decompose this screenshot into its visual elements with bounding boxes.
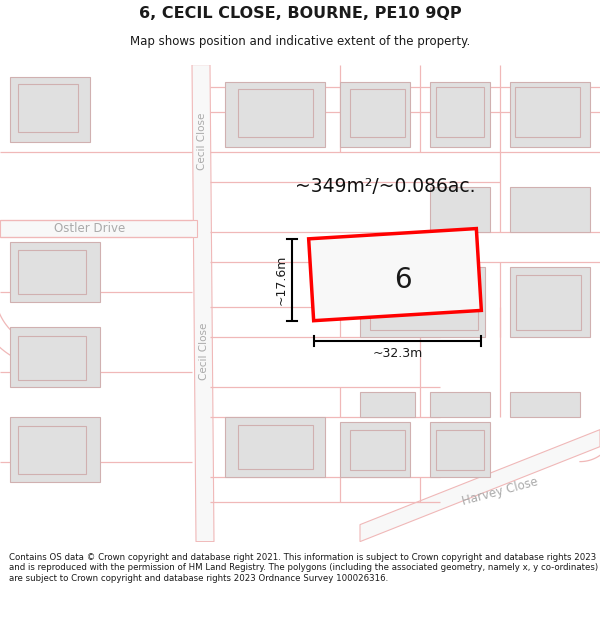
Text: 6: 6	[394, 266, 412, 294]
Text: ~349m²/~0.086ac.: ~349m²/~0.086ac.	[295, 177, 475, 196]
Polygon shape	[0, 219, 197, 237]
Polygon shape	[192, 64, 214, 542]
Polygon shape	[308, 229, 481, 321]
Text: Map shows position and indicative extent of the property.: Map shows position and indicative extent…	[130, 35, 470, 48]
Bar	[436, 429, 484, 469]
Polygon shape	[360, 429, 600, 542]
Bar	[360, 392, 415, 417]
Text: Harvey Close: Harvey Close	[461, 475, 539, 508]
Bar	[370, 274, 478, 329]
Text: Cecil Close: Cecil Close	[197, 113, 207, 170]
Bar	[10, 77, 90, 142]
Bar	[436, 87, 484, 137]
Bar	[430, 422, 490, 477]
Bar	[430, 82, 490, 147]
Text: ~17.6m: ~17.6m	[275, 254, 287, 305]
Bar	[10, 242, 100, 302]
Bar	[430, 392, 490, 417]
Bar	[225, 417, 325, 477]
Bar	[10, 417, 100, 482]
Bar	[510, 82, 590, 147]
Bar	[18, 336, 86, 379]
Bar	[430, 187, 490, 232]
Bar	[360, 267, 485, 337]
Bar	[340, 422, 410, 477]
Bar	[238, 89, 313, 137]
Bar	[510, 267, 590, 337]
Text: 6, CECIL CLOSE, BOURNE, PE10 9QP: 6, CECIL CLOSE, BOURNE, PE10 9QP	[139, 6, 461, 21]
Bar	[18, 249, 86, 294]
Text: Contains OS data © Crown copyright and database right 2021. This information is : Contains OS data © Crown copyright and d…	[9, 552, 598, 582]
Bar	[238, 424, 313, 469]
Text: ~32.3m: ~32.3m	[373, 347, 422, 359]
Bar	[515, 87, 580, 137]
Bar	[516, 274, 581, 329]
Bar	[510, 187, 590, 232]
Bar	[350, 89, 405, 137]
Bar	[350, 429, 405, 469]
Bar	[225, 82, 325, 147]
Text: Ostler Drive: Ostler Drive	[55, 222, 125, 235]
Bar	[18, 426, 86, 474]
Text: Cecil Close: Cecil Close	[199, 323, 209, 380]
Bar	[18, 84, 78, 132]
Bar	[510, 392, 580, 417]
Bar	[340, 82, 410, 147]
Bar	[10, 327, 100, 387]
